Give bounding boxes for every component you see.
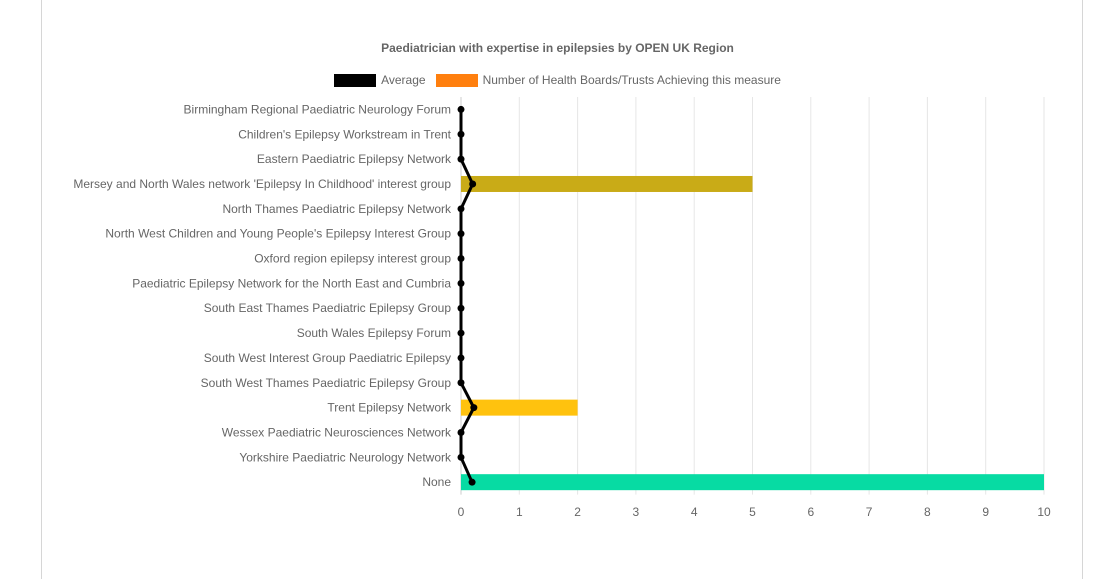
chart-title: Paediatrician with expertise in epilepsi… — [381, 41, 734, 55]
average-point — [457, 453, 465, 461]
legend-label-count: Number of Health Boards/Trusts Achieving… — [482, 73, 781, 87]
x-tick-label: 5 — [749, 505, 756, 519]
average-point — [457, 279, 465, 287]
average-line — [459, 109, 476, 483]
average-point — [457, 329, 465, 337]
legend: Average Number of Health Boards/Trusts A… — [0, 73, 1115, 87]
average-point — [468, 478, 476, 486]
category-label: South East Thames Paediatric Epilepsy Gr… — [204, 301, 452, 315]
category-label: South Wales Epilepsy Forum — [297, 326, 451, 340]
average-point — [470, 404, 478, 412]
category-label: North Thames Paediatric Epilepsy Network — [222, 202, 452, 216]
average-point — [457, 354, 465, 362]
category-label: South West Thames Paediatric Epilepsy Gr… — [201, 376, 452, 390]
average-point — [457, 304, 465, 312]
x-tick-label: 4 — [691, 505, 698, 519]
category-label: Yorkshire Paediatric Neurology Network — [239, 450, 452, 464]
x-tick-label: 1 — [516, 505, 523, 519]
category-label: Birmingham Regional Paediatric Neurology… — [184, 102, 451, 116]
x-tick-label: 7 — [866, 505, 873, 519]
x-tick-label: 8 — [924, 505, 931, 519]
category-label: Children's Epilepsy Workstream in Trent — [238, 127, 451, 141]
x-tick-label: 3 — [633, 505, 640, 519]
category-label: Eastern Paediatric Epilepsy Network — [257, 152, 452, 166]
bar — [461, 474, 1044, 491]
category-label: None — [422, 475, 451, 489]
category-label: North West Children and Young People's E… — [105, 227, 451, 241]
x-tick-label: 2 — [574, 505, 581, 519]
legend-swatch-count — [435, 73, 478, 87]
category-label: Paediatric Epilepsy Network for the Nort… — [132, 276, 451, 290]
x-tick-label: 10 — [1037, 505, 1051, 519]
legend-item-count[interactable]: Number of Health Boards/Trusts Achieving… — [435, 73, 781, 87]
average-point — [457, 105, 465, 113]
legend-label-average: Average — [381, 73, 426, 87]
category-label: Mersey and North Wales network 'Epilepsy… — [73, 177, 451, 191]
x-tick-label: 9 — [982, 505, 989, 519]
average-point — [457, 155, 465, 163]
bar — [461, 399, 578, 416]
x-tick-label: 0 — [458, 505, 465, 519]
average-point — [457, 255, 465, 263]
category-label: Trent Epilepsy Network — [327, 401, 452, 415]
average-point — [469, 180, 477, 188]
legend-swatch-average — [334, 73, 377, 87]
legend-item-average[interactable]: Average — [334, 73, 426, 87]
average-point — [457, 428, 465, 436]
x-tick-label: 6 — [807, 505, 814, 519]
average-point — [457, 379, 465, 387]
chart-panel — [41, 0, 1083, 579]
category-label: Oxford region epilepsy interest group — [254, 252, 451, 266]
average-point — [457, 230, 465, 238]
bar — [461, 175, 753, 192]
average-point — [457, 130, 465, 138]
category-label: Wessex Paediatric Neurosciences Network — [222, 425, 452, 439]
category-label: South West Interest Group Paediatric Epi… — [204, 351, 451, 365]
average-point — [457, 205, 465, 213]
